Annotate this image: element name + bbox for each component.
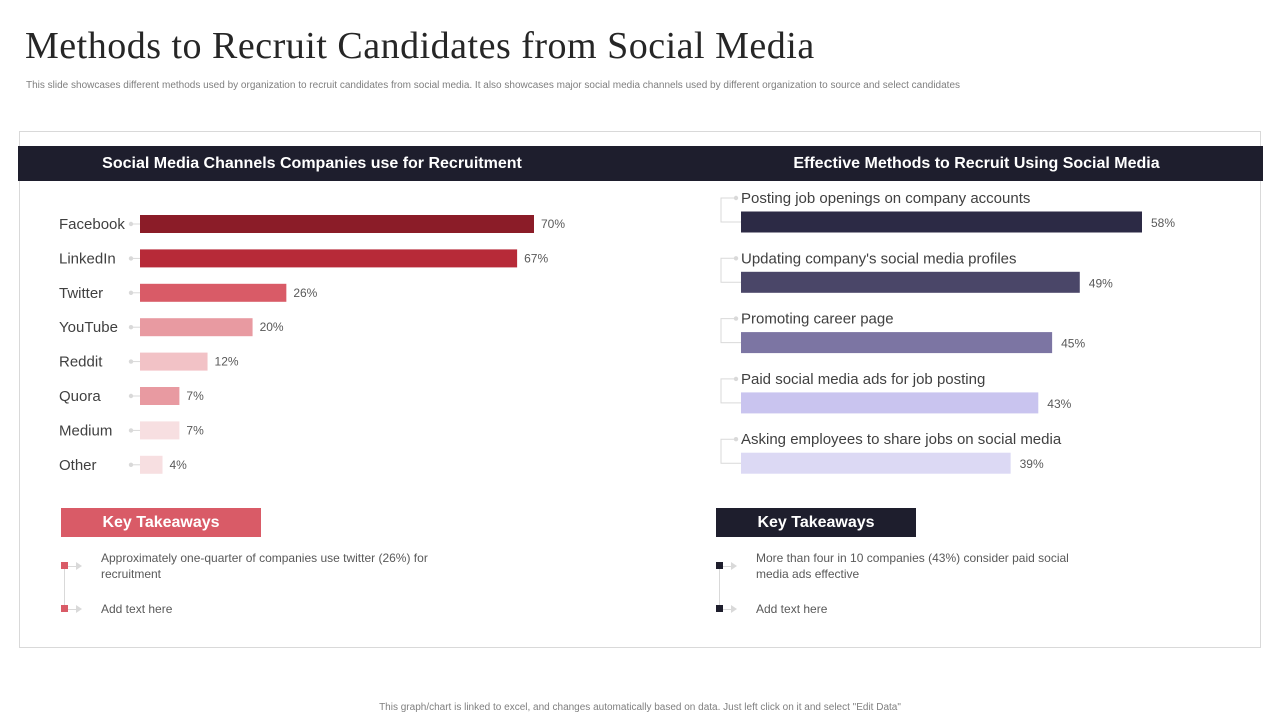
data-label: 67% (524, 251, 548, 265)
left-chart-header: Social Media Channels Companies use for … (102, 155, 522, 172)
tick-dot (733, 316, 739, 321)
right-takeaway-line (723, 609, 731, 610)
category-label: YouTube (59, 319, 118, 336)
page-subtitle: This slide showcases different methods u… (26, 80, 961, 91)
tick-dot (128, 462, 134, 467)
tick-dot (128, 221, 134, 227)
data-label: 39% (1020, 457, 1044, 471)
footer-note: This graph/chart is linked to excel, and… (379, 702, 901, 713)
right-key-takeaways-header: Key Takeaways (716, 508, 916, 537)
data-label: 7% (186, 389, 204, 403)
right-takeaway-bullet (716, 605, 723, 612)
tick-dot (128, 290, 134, 295)
left-takeaway-bullet (61, 605, 68, 612)
method-bar (741, 211, 1142, 233)
bar-linkedin (140, 249, 518, 268)
bracket-connector (720, 197, 741, 223)
data-label: 45% (1061, 337, 1085, 351)
left-takeaway-line (68, 609, 76, 610)
tick-dot (733, 256, 739, 261)
bar-reddit (140, 352, 208, 371)
category-label: Reddit (59, 354, 103, 371)
right-takeaway-text: More than four in 10 companies (43%) con… (756, 551, 1069, 581)
bar-other (140, 455, 163, 474)
method-label: Posting job openings on company accounts (741, 190, 1030, 207)
method-label: Updating company's social media profiles (741, 250, 1017, 267)
method-label: Paid social media ads for job posting (741, 371, 985, 388)
method-bar (741, 392, 1039, 414)
data-label: 20% (260, 320, 284, 334)
left-takeaway-line (68, 566, 76, 567)
arrow-icon (76, 562, 82, 570)
category-label: Twitter (59, 285, 103, 302)
bar-facebook (140, 215, 534, 233)
bar-quora (140, 387, 180, 405)
section-banner: Social Media Channels Companies use for … (18, 146, 1263, 181)
data-label: 70% (541, 217, 565, 231)
right-takeaway-line (723, 566, 731, 567)
tick-dot (128, 393, 134, 399)
right-takeaway-bullet (716, 562, 723, 569)
tick-dot (128, 325, 134, 330)
category-label: Facebook (59, 216, 125, 233)
page-title: Methods to Recruit Candidates from Socia… (25, 25, 815, 67)
tick-dot (733, 195, 739, 201)
method-label: Asking employees to share jobs on social… (741, 431, 1062, 448)
category-label: Medium (59, 422, 112, 439)
left-takeaway-text: Approximately one-quarter of companies u… (101, 551, 428, 581)
data-label: 26% (293, 286, 317, 300)
data-label: 7% (186, 423, 204, 437)
method-label: Promoting career page (741, 311, 894, 328)
tick-dot (128, 256, 134, 261)
tick-dot (128, 428, 134, 433)
right-chart-header: Effective Methods to Recruit Using Socia… (793, 155, 1160, 172)
content-panel (19, 131, 1261, 648)
left-takeaway-bullet (61, 562, 68, 569)
bar-twitter (140, 283, 287, 302)
category-label: Quora (59, 388, 101, 405)
bracket-connector (720, 318, 741, 344)
data-label: 12% (215, 355, 239, 369)
left-takeaway-text: Add text here (101, 602, 173, 616)
bar-medium (140, 421, 180, 440)
method-bar (741, 332, 1053, 354)
data-label: 58% (1151, 216, 1175, 230)
tick-dot (733, 376, 739, 382)
arrow-icon (731, 605, 737, 613)
arrow-icon (731, 562, 737, 570)
left-takeaway-connector (64, 566, 65, 609)
tick-dot (128, 359, 134, 364)
bracket-connector (720, 257, 741, 283)
data-label: 49% (1089, 276, 1113, 290)
method-bar (741, 452, 1011, 474)
left-key-takeaways-header: Key Takeaways (61, 508, 261, 537)
right-takeaway-text: Add text here (756, 602, 828, 616)
tick-dot (733, 437, 739, 442)
bracket-connector (720, 438, 741, 464)
data-label: 4% (170, 458, 188, 472)
right-takeaway-connector (719, 566, 720, 609)
bracket-connector (720, 378, 741, 404)
data-label: 43% (1047, 397, 1071, 411)
bar-youtube (140, 318, 253, 337)
method-bar (741, 271, 1080, 293)
category-label: Other (59, 457, 97, 474)
arrow-icon (76, 605, 82, 613)
category-label: LinkedIn (59, 250, 116, 267)
